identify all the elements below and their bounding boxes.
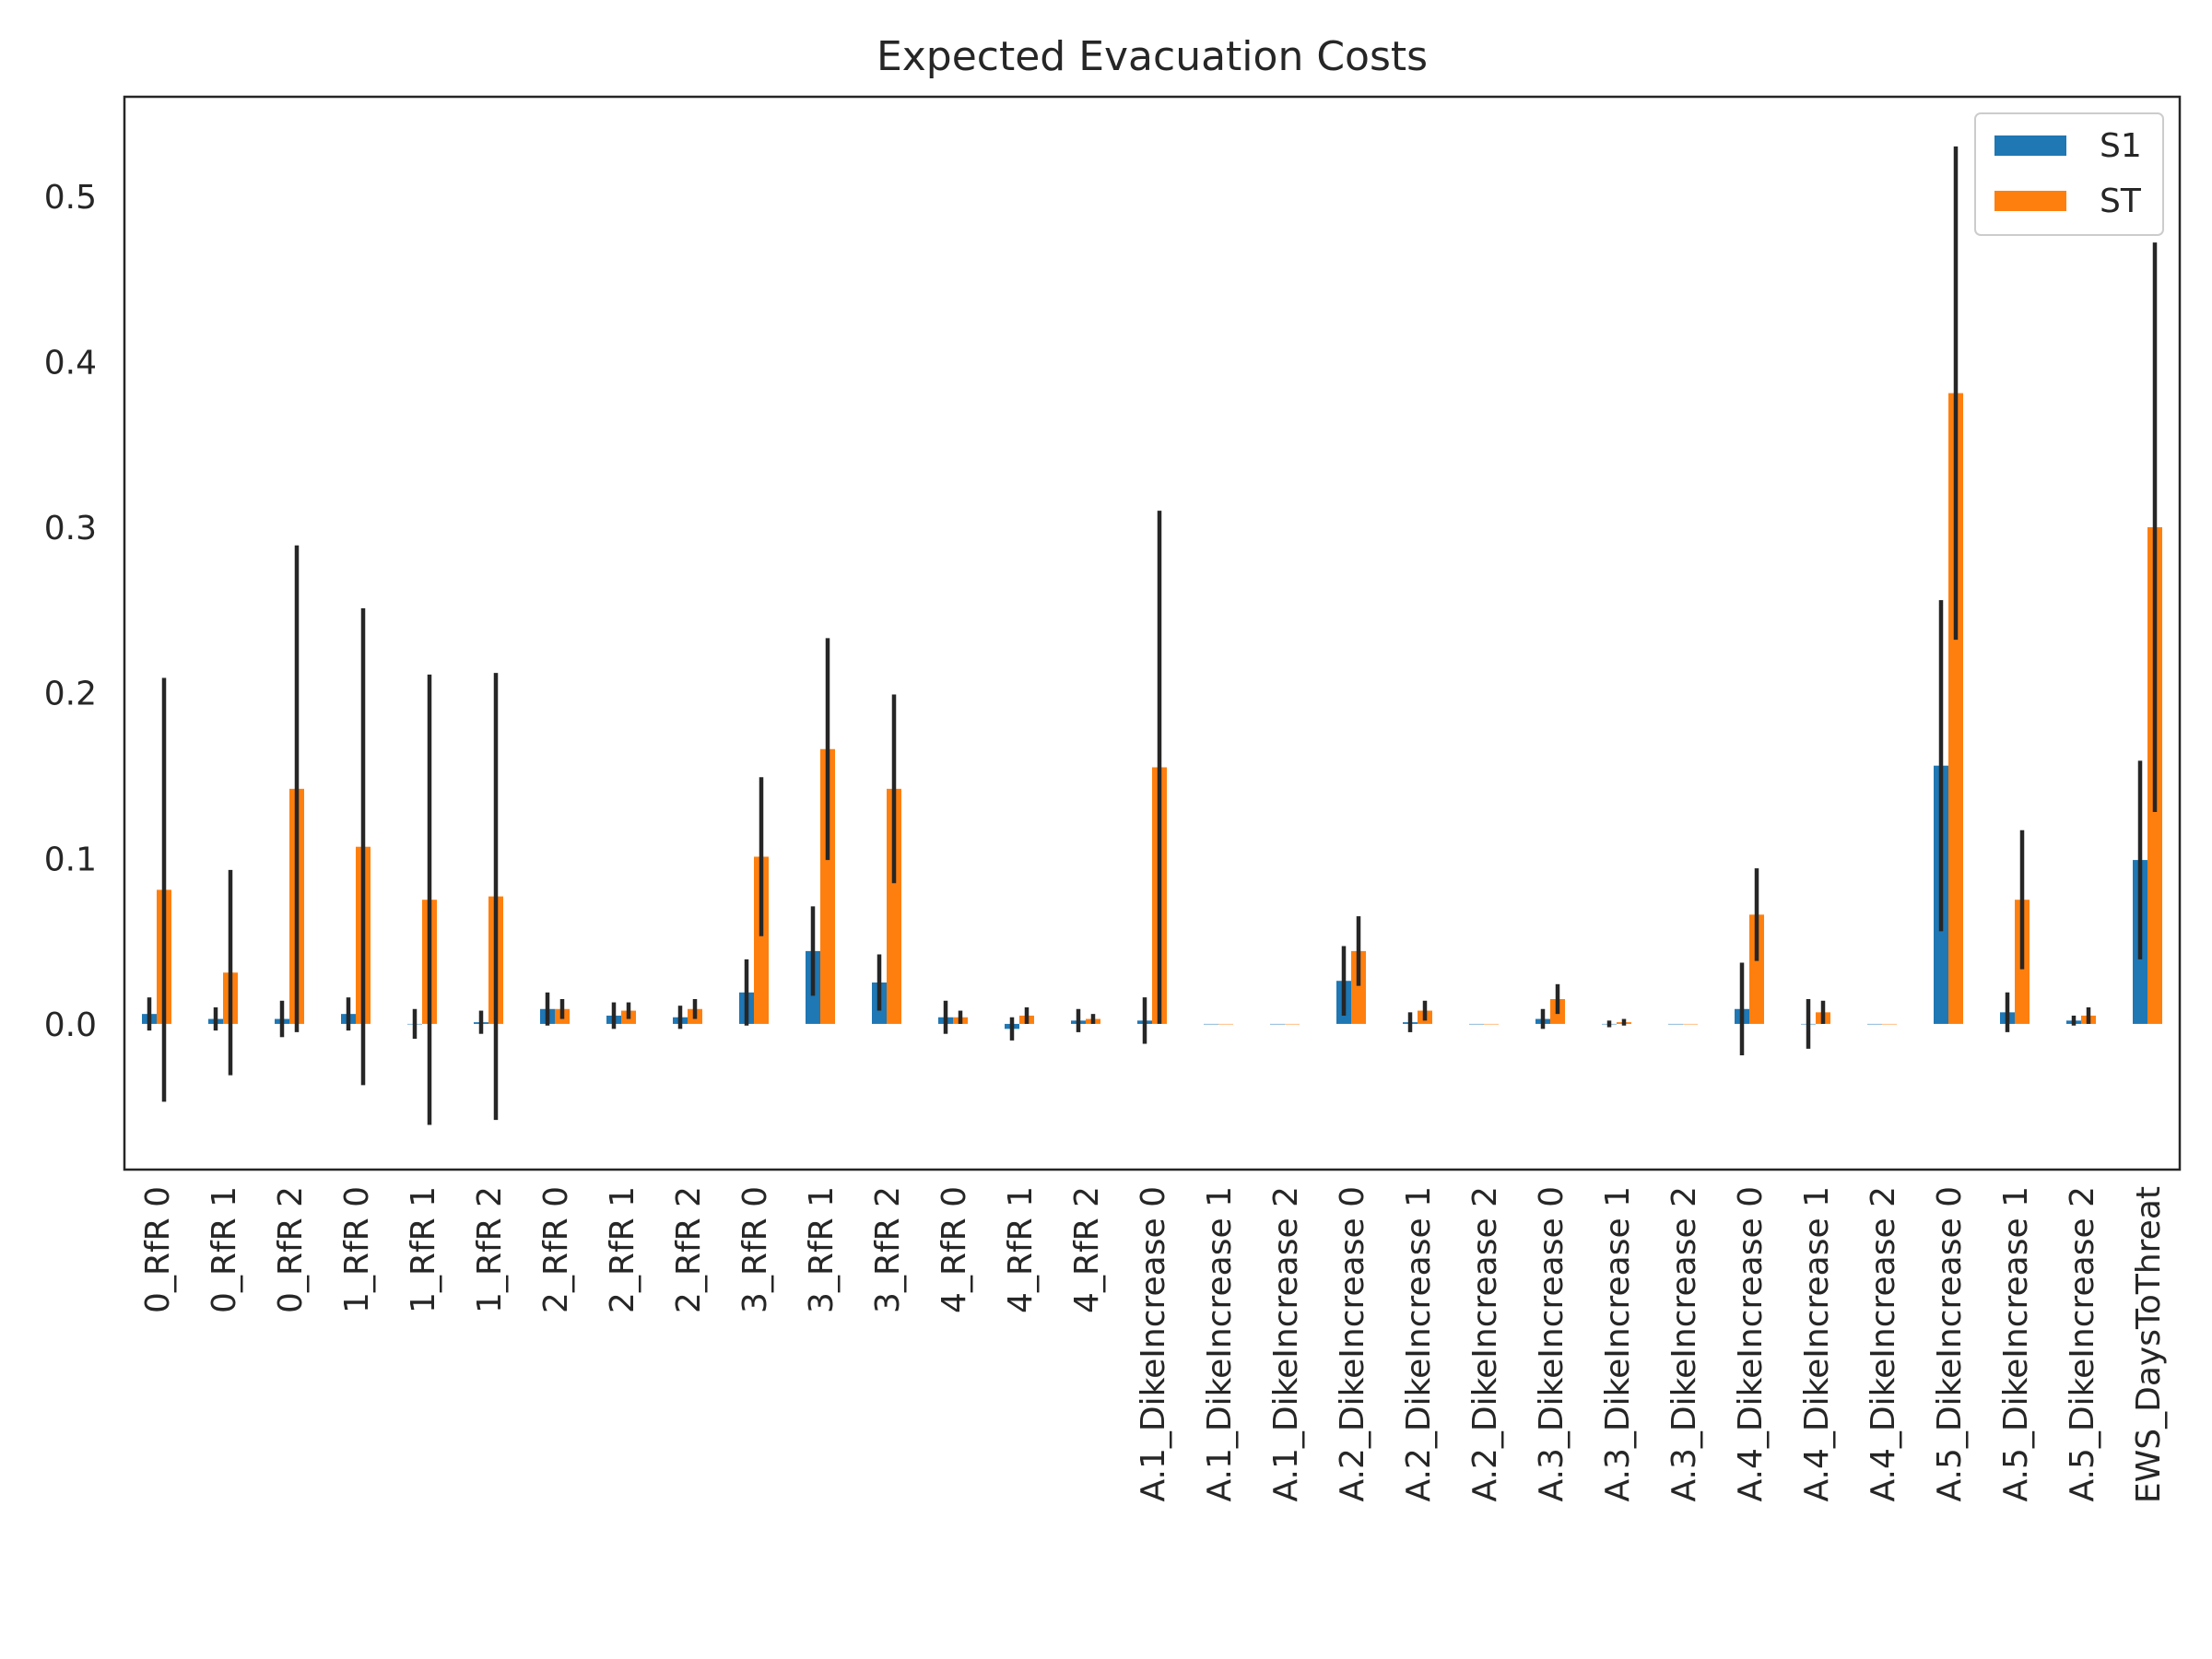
x-tick-label: A.1_DikeIncrease 1	[1201, 1186, 1239, 1501]
y-tick-label: 0.1	[44, 841, 97, 878]
bar-s1	[1668, 1023, 1683, 1025]
x-tick-label: 2_RfR 1	[604, 1186, 641, 1313]
x-tick-label: A.5_DikeIncrease 1	[1997, 1186, 2035, 1501]
y-tick-label: 0.3	[44, 510, 97, 547]
x-tick-label: 2_RfR 0	[537, 1186, 575, 1313]
x-tick-label: 4_RfR 2	[1068, 1186, 1106, 1313]
x-tick-label: 4_RfR 0	[935, 1186, 973, 1313]
x-tick-label: 3_RfR 0	[736, 1186, 774, 1313]
x-tick-label: 0_RfR 2	[272, 1186, 310, 1313]
y-axis: 0.0 0.1 0.2 0.3 0.4 0.5	[44, 179, 97, 1044]
x-tick-label: A.2_DikeIncrease 0	[1334, 1186, 1371, 1501]
x-tick-label: A.1_DikeIncrease 2	[1267, 1186, 1305, 1501]
bar-st	[1882, 1023, 1897, 1025]
x-tick-label: 3_RfR 2	[869, 1186, 907, 1313]
y-tick-label: 0.2	[44, 676, 97, 713]
x-tick-label: 3_RfR 1	[803, 1186, 841, 1313]
x-tick-label: 1_RfR 0	[338, 1186, 376, 1313]
legend-label-s1: S1	[2100, 127, 2142, 165]
x-tick-label: A.5_DikeIncrease 2	[2064, 1186, 2101, 1501]
x-tick-label: 4_RfR 1	[1002, 1186, 1040, 1313]
x-tick-label: 2_RfR 2	[670, 1186, 708, 1313]
y-tick-label: 0.5	[44, 179, 97, 217]
x-tick-label: A.4_DikeIncrease 0	[1732, 1186, 1770, 1501]
bar-st	[887, 788, 901, 1024]
bar-st	[820, 748, 835, 1024]
legend-label-st: ST	[2100, 182, 2142, 220]
x-tick-label: 0_RfR 1	[206, 1186, 243, 1313]
x-axis: 0_RfR 0 0_RfR 1 0_RfR 2 1_RfR 0 1_RfR 1 1_RfR…	[139, 1186, 2168, 1503]
x-tick-label: A.3_DikeIncrease 2	[1665, 1186, 1703, 1501]
bar-st	[754, 856, 769, 1024]
x-tick-label: A.4_DikeIncrease 1	[1798, 1186, 1836, 1501]
y-tick-label: 0.0	[44, 1006, 97, 1044]
x-tick-label: A.3_DikeIncrease 0	[1533, 1186, 1571, 1501]
bar-s1	[1204, 1023, 1218, 1025]
bar-st	[1218, 1023, 1233, 1025]
bar-s1	[1270, 1023, 1285, 1025]
x-tick-label: A.2_DikeIncrease 1	[1400, 1186, 1438, 1501]
bar-st	[1749, 914, 1764, 1024]
legend-swatch-st	[1994, 191, 2066, 211]
x-tick-label: A.1_DikeIncrease 0	[1135, 1186, 1172, 1501]
y-tick-label: 0.4	[44, 344, 97, 382]
x-tick-label: A.5_DikeIncrease 0	[1931, 1186, 1969, 1501]
legend: S1 ST	[1974, 112, 2164, 236]
bar-s1	[1469, 1023, 1484, 1025]
x-tick-label: A.4_DikeIncrease 2	[1865, 1186, 1902, 1501]
bar-st	[1484, 1023, 1499, 1025]
bar-st	[1351, 950, 1366, 1024]
bar-st	[1683, 1023, 1698, 1025]
x-tick-label: 1_RfR 1	[405, 1186, 442, 1313]
x-tick-label: 0_RfR 0	[139, 1186, 177, 1313]
bar-st	[1285, 1023, 1300, 1025]
x-tick-label: EWS_DaysToThreat	[2130, 1186, 2168, 1503]
legend-swatch-s1	[1994, 135, 2066, 156]
x-tick-label: A.3_DikeIncrease 1	[1599, 1186, 1637, 1501]
bar-s1	[1867, 1023, 1882, 1025]
x-tick-label: 1_RfR 2	[471, 1186, 509, 1313]
plot-frame	[123, 95, 2182, 1171]
x-tick-label: A.2_DikeIncrease 2	[1466, 1186, 1504, 1501]
bar-st	[1948, 393, 1963, 1024]
plot-area	[142, 146, 2162, 1125]
chart-title: Expected Evacuation Costs	[877, 33, 1428, 80]
